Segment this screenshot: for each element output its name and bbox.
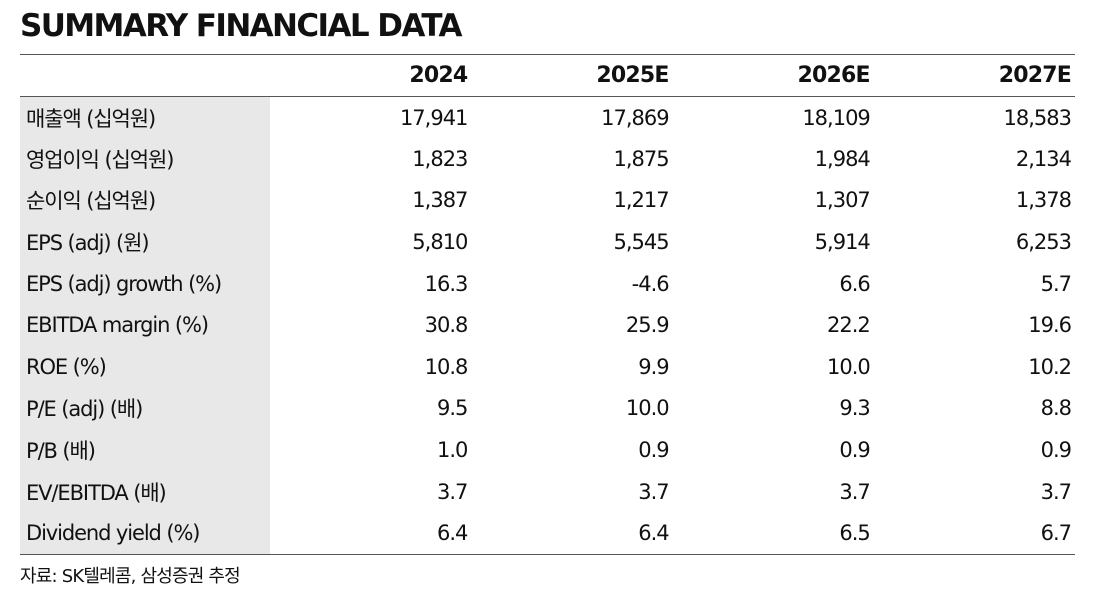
row-label: 매출액 (십억원) (20, 96, 271, 139)
value-cell: 30.8 (424, 313, 469, 338)
row-label: 영업이익 (십억원) (20, 138, 271, 180)
value-cell: 6,253 (1015, 230, 1072, 255)
table-row: EPS (adj) (원) 5,810 5,545 5,914 6,253 (20, 221, 1075, 263)
financial-table: 2024 2025E 2026E 2027E 매출액 (십억원) 17,941 … (20, 54, 1075, 555)
value-cell: 9.3 (839, 396, 870, 421)
table-row: ROE (%) 10.8 9.9 10.0 10.2 (20, 346, 1075, 388)
row-label: EPS (adj) growth (%) (20, 262, 271, 305)
year-header-2024: 2024 (270, 54, 472, 97)
value-cell: 1,875 (613, 146, 669, 171)
value-cell: 1,984 (814, 146, 871, 171)
year-header-2025e: 2025E (471, 54, 673, 97)
value-cell: -4.6 (631, 271, 670, 296)
value-cell: 18,109 (802, 105, 870, 130)
row-label: ROE (%) (20, 346, 271, 388)
row-label: P/E (adj) (배) (20, 387, 271, 430)
value-cell: 5,810 (412, 230, 468, 255)
value-cell: 5,914 (814, 230, 871, 255)
table-row: P/E (adj) (배) 9.5 10.0 9.3 8.8 (20, 387, 1075, 430)
value-cell: 3.7 (437, 479, 468, 504)
value-cell: 3.7 (839, 479, 870, 504)
table-row: 순이익 (십억원) 1,387 1,217 1,307 1,378 (20, 179, 1075, 222)
value-cell: 3.7 (638, 479, 669, 504)
value-cell: 1,823 (412, 146, 468, 171)
value-cell: 18,583 (1003, 105, 1072, 130)
value-cell: 3.7 (1040, 479, 1072, 504)
value-cell: 6.7 (873, 512, 1075, 555)
value-cell: 8.8 (1040, 396, 1072, 421)
row-label: EV/EBITDA (배) (20, 470, 271, 513)
value-cell: 1.0 (437, 438, 468, 463)
value-cell: 17,869 (601, 105, 669, 130)
value-cell: 0.9 (1040, 438, 1072, 463)
value-cell: 19.6 (1028, 313, 1072, 338)
value-cell: 16.3 (424, 271, 469, 296)
value-cell: 6.4 (270, 512, 472, 555)
row-label: Dividend yield (%) (20, 512, 271, 555)
source-note: 자료: SK텔레콤, 삼성증권 추정 (20, 566, 241, 587)
value-cell: 1,307 (814, 188, 871, 213)
value-cell: 2,134 (1015, 146, 1072, 171)
row-label: 순이익 (십억원) (20, 179, 271, 222)
value-cell: 10.0 (625, 396, 670, 421)
table-row: 매출액 (십억원) 17,941 17,869 18,109 18,583 (20, 96, 1075, 139)
row-label: EPS (adj) (원) (20, 221, 271, 263)
table-row: EV/EBITDA (배) 3.7 3.7 3.7 3.7 (20, 470, 1075, 513)
value-cell: 10.2 (1028, 354, 1072, 379)
value-cell: 6.4 (471, 512, 673, 555)
value-cell: 22.2 (827, 313, 871, 338)
value-cell: 17,941 (399, 105, 468, 130)
value-cell: 6.5 (672, 512, 874, 555)
value-cell: 9.5 (437, 396, 468, 421)
value-cell: 5.7 (1040, 271, 1072, 296)
value-cell: 6.6 (839, 271, 870, 296)
table-row: P/B (배) 1.0 0.9 0.9 0.9 (20, 429, 1075, 471)
table-row: EPS (adj) growth (%) 16.3 -4.6 6.6 5.7 (20, 262, 1075, 305)
financial-table-container: 2024 2025E 2026E 2027E 매출액 (십억원) 17,941 … (20, 54, 1075, 555)
value-cell: 0.9 (638, 438, 669, 463)
value-cell: 1,217 (613, 188, 669, 213)
row-label: EBITDA margin (%) (20, 304, 271, 347)
table-row: EBITDA margin (%) 30.8 25.9 22.2 19.6 (20, 304, 1075, 347)
table-row: Dividend yield (%) 6.4 6.4 6.5 6.7 (20, 512, 1075, 555)
row-label: P/B (배) (20, 429, 271, 471)
value-cell: 1,378 (1015, 188, 1072, 213)
table-row: 영업이익 (십억원) 1,823 1,875 1,984 2,134 (20, 138, 1075, 180)
year-header-2026e: 2026E (672, 54, 874, 97)
value-cell: 10.0 (827, 354, 871, 379)
value-cell: 10.8 (424, 354, 469, 379)
header-row: 2024 2025E 2026E 2027E (20, 54, 1075, 97)
value-cell: 1,387 (412, 188, 468, 213)
header-label-cell (20, 54, 271, 97)
value-cell: 0.9 (839, 438, 870, 463)
value-cell: 9.9 (638, 354, 669, 379)
year-header-2027e: 2027E (873, 54, 1075, 97)
value-cell: 25.9 (625, 313, 670, 338)
page-title: SUMMARY FINANCIAL DATA (20, 8, 462, 44)
value-cell: 5,545 (613, 230, 669, 255)
